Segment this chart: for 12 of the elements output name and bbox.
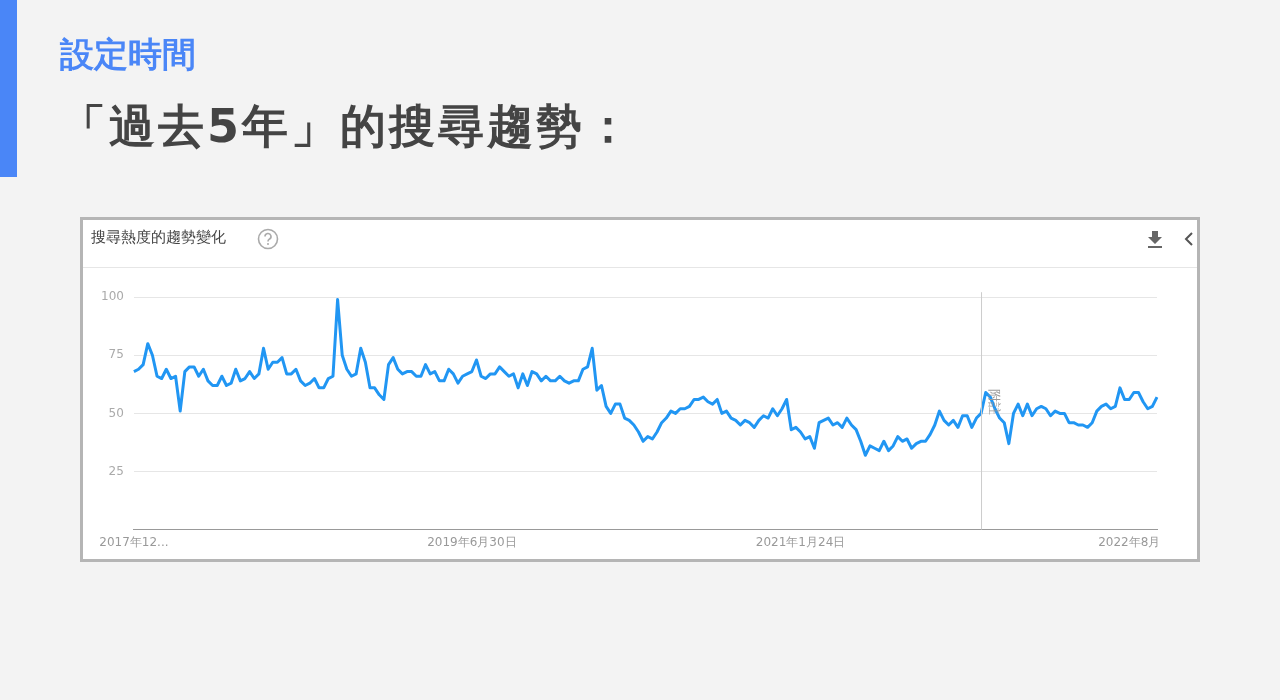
x-tick-label: 2022年8月 — [1098, 534, 1161, 549]
x-tick-label: 2019年6月30日 — [427, 534, 517, 549]
annotation: 附註 — [986, 388, 1002, 415]
text: 搜尋熱度的趨勢變化 — [91, 228, 226, 247]
chart-subtitle: 設定時間 — [60, 33, 196, 76]
y-tick-label: 50 — [108, 405, 124, 420]
chart-title: 「過去5年」的搜尋趨勢： — [60, 98, 635, 155]
y-tick-label: 25 — [108, 463, 124, 478]
y-tick-label: 100 — [101, 289, 124, 304]
x-tick-label: 2021年1月24日 — [755, 534, 846, 549]
y-tick-label: 75 — [108, 347, 124, 362]
x-tick-label: 2017年12... — [99, 534, 169, 549]
